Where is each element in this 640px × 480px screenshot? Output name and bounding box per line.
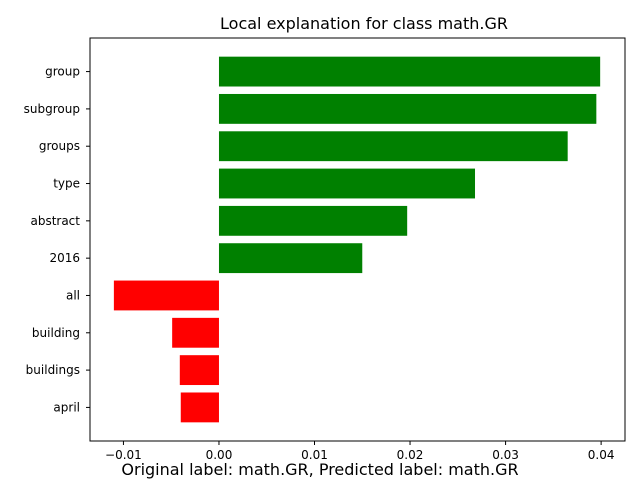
y-tick-label: april [53, 400, 80, 414]
bar-all [113, 280, 219, 311]
y-tick-label: group [45, 65, 80, 79]
chart-caption: Original label: math.GR, Predicted label… [121, 460, 518, 479]
bar-buildings [179, 355, 219, 386]
bar-2016 [218, 243, 363, 274]
y-tick-label: all [66, 288, 80, 302]
bar-subgroup [218, 93, 597, 124]
plot-frame [89, 37, 626, 442]
bars-group [113, 56, 601, 423]
y-tick-label: buildings [26, 363, 80, 377]
y-tick-label: building [32, 326, 80, 340]
y-tick-label: abstract [30, 214, 80, 228]
x-tick-label: 0.04 [588, 448, 615, 462]
chart-title: Local explanation for class math.GR [220, 14, 508, 33]
bar-april [180, 392, 219, 423]
bar-building [172, 317, 219, 348]
y-tick-labels: group subgroup groups type abstract 2016 all bu… [24, 65, 90, 414]
x-tick-label: 0.00 [206, 448, 233, 462]
bar-group [218, 56, 601, 87]
bar-type [218, 168, 476, 199]
y-tick-label: 2016 [49, 251, 80, 265]
x-tick-label: 0.02 [397, 448, 424, 462]
x-tick-label: −0.01 [105, 448, 142, 462]
bar-abstract [218, 205, 408, 236]
x-tick-label: 0.01 [301, 448, 328, 462]
y-tick-label: groups [39, 139, 80, 153]
y-tick-label: type [53, 177, 80, 191]
x-tick-label: 0.03 [492, 448, 519, 462]
y-tick-label: subgroup [24, 102, 80, 116]
bar-groups [218, 131, 568, 162]
x-ticks: −0.01 0.00 0.01 0.02 0.03 0.04 [105, 441, 614, 462]
